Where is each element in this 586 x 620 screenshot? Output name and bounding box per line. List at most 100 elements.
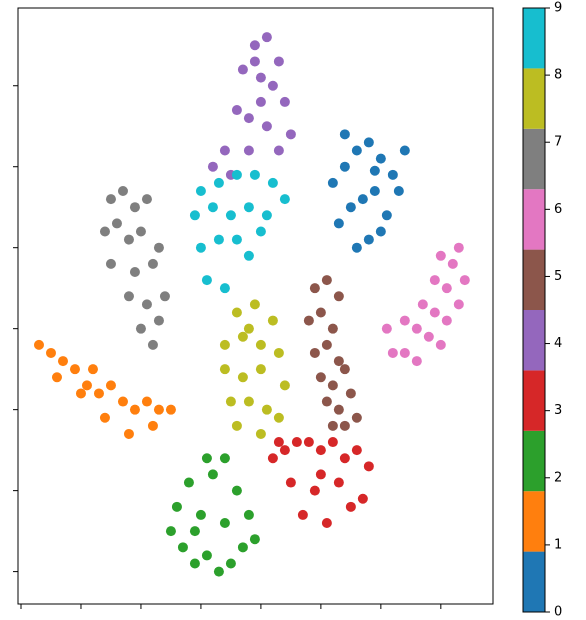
point (207, 469, 218, 480)
point (411, 323, 422, 334)
point (279, 194, 290, 205)
point (147, 258, 158, 269)
point (105, 380, 116, 391)
point (279, 380, 290, 391)
point (339, 453, 350, 464)
point (333, 218, 344, 229)
point (243, 323, 254, 334)
point (327, 323, 338, 334)
point (357, 194, 368, 205)
point (273, 145, 284, 156)
colorbar-segment (523, 551, 545, 612)
point (345, 388, 356, 399)
point (69, 364, 80, 375)
point (237, 542, 248, 553)
point (231, 169, 242, 180)
colorbar-segment (523, 68, 545, 129)
point (201, 275, 212, 286)
point (255, 364, 266, 375)
colorbar-segment (523, 249, 545, 310)
point (105, 258, 116, 269)
colorbar-tick-label: 1 (554, 537, 562, 552)
point (345, 501, 356, 512)
colorbar-segment (523, 491, 545, 552)
point (339, 161, 350, 172)
colorbar-tick-label: 6 (554, 202, 562, 217)
point (351, 145, 362, 156)
point (267, 177, 278, 188)
point (339, 364, 350, 375)
colorbar-segment (523, 128, 545, 190)
point (273, 56, 284, 67)
point (321, 275, 332, 286)
point (243, 509, 254, 520)
point (351, 445, 362, 456)
point (171, 501, 182, 512)
point (279, 96, 290, 107)
point (141, 194, 152, 205)
point (195, 186, 206, 197)
point (327, 420, 338, 431)
plot-frame (17, 7, 494, 605)
point (243, 396, 254, 407)
point (111, 218, 122, 229)
colorbar-segment (523, 310, 545, 371)
point (249, 534, 260, 545)
point (435, 339, 446, 350)
point (219, 453, 230, 464)
point (375, 226, 386, 237)
point (87, 364, 98, 375)
point (123, 291, 134, 302)
point (327, 177, 338, 188)
point (249, 299, 260, 310)
colorbar-segment (523, 370, 545, 431)
point (441, 315, 452, 326)
point (435, 250, 446, 261)
point (339, 129, 350, 140)
point (135, 323, 146, 334)
point (411, 356, 422, 367)
colorbar-tick-label: 3 (554, 403, 562, 418)
point (333, 291, 344, 302)
point (231, 485, 242, 496)
point (249, 56, 260, 67)
point (339, 420, 350, 431)
point (237, 372, 248, 383)
point (195, 509, 206, 520)
point (99, 412, 110, 423)
point (219, 364, 230, 375)
point (147, 339, 158, 350)
point (201, 550, 212, 561)
colorbar-segment (523, 8, 545, 69)
point (351, 412, 362, 423)
point (285, 477, 296, 488)
point (243, 202, 254, 213)
point (237, 331, 248, 342)
point (309, 485, 320, 496)
colorbar-tick-label: 4 (554, 336, 562, 351)
point (75, 388, 86, 399)
point (273, 437, 284, 448)
point (231, 105, 242, 116)
point (225, 558, 236, 569)
point (243, 113, 254, 124)
point (381, 323, 392, 334)
colorbar-segment (523, 189, 545, 250)
point (99, 226, 110, 237)
point (243, 145, 254, 156)
point (351, 242, 362, 253)
point (333, 356, 344, 367)
point (153, 404, 164, 415)
point (273, 412, 284, 423)
point (231, 307, 242, 318)
point (249, 169, 260, 180)
point (165, 526, 176, 537)
point (213, 566, 224, 577)
point (267, 80, 278, 91)
point (279, 445, 290, 456)
point (177, 542, 188, 553)
point (381, 210, 392, 221)
colorbar-tick-label: 0 (554, 605, 562, 620)
point (399, 315, 410, 326)
